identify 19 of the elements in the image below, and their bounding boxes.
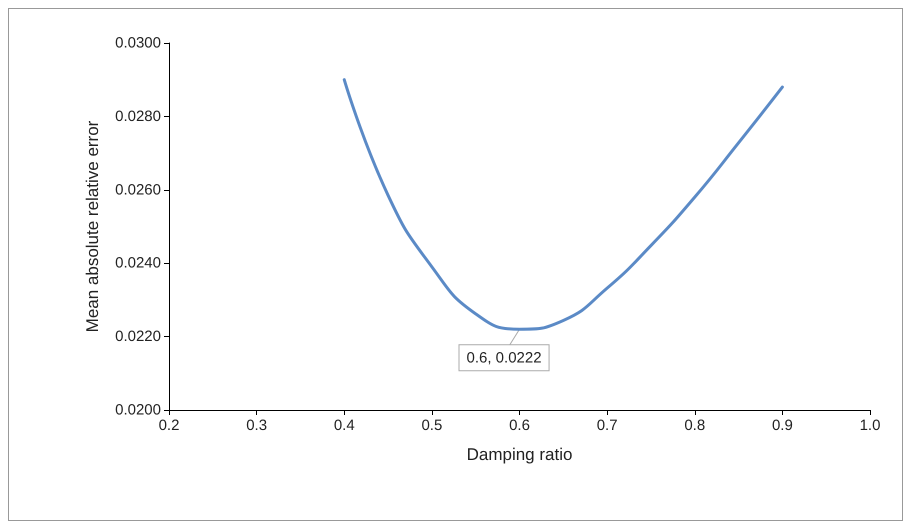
x-tick-label: 0.4 xyxy=(334,417,355,434)
x-tick-label: 0.9 xyxy=(772,417,793,434)
y-tick-label: 0.0220 xyxy=(115,328,161,346)
line-series xyxy=(342,78,784,331)
y-tick-label: 0.0200 xyxy=(115,402,161,418)
x-tick-label: 0.8 xyxy=(684,417,706,434)
x-tick-label: 0.3 xyxy=(246,417,268,434)
y-tick-label: 0.0280 xyxy=(115,108,161,125)
x-tick-label: 0.7 xyxy=(596,417,618,434)
y-tick-label: 0.0260 xyxy=(115,181,161,198)
x-tick-label: 0.6 xyxy=(509,417,530,434)
annotation: 0.6, 0.0222 xyxy=(466,349,542,366)
x-axis-title: Damping ratio xyxy=(466,445,572,464)
y-tick-label: 0.0240 xyxy=(115,254,161,272)
x-tick-label: 0.5 xyxy=(421,417,442,434)
y-axis-title: Mean absolute relative error xyxy=(83,120,102,332)
y-tick-label: 0.0300 xyxy=(115,34,161,52)
x-tick-label: 1.0 xyxy=(860,417,880,434)
x-tick-label: 0.2 xyxy=(158,417,180,434)
